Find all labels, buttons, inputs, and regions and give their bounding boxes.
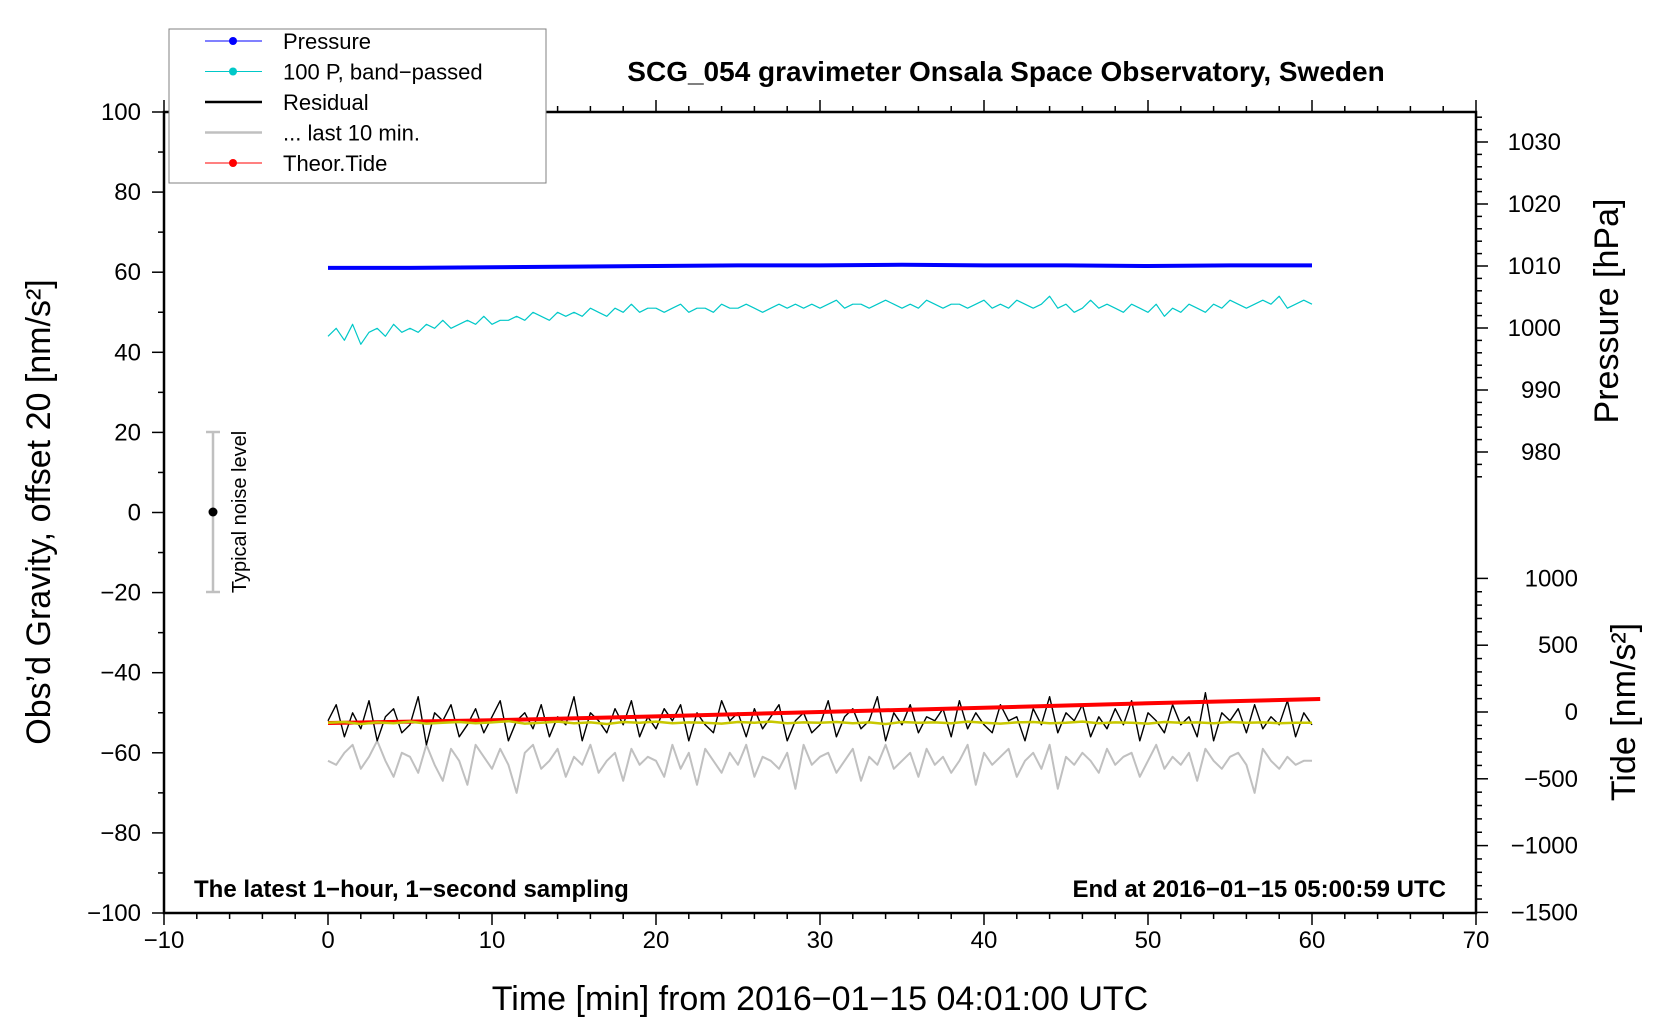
tide-tick-label: 1000 [1525, 565, 1578, 592]
y-tick-label: −100 [87, 900, 141, 927]
legend-marker [229, 37, 237, 45]
y-tick-label: −60 [100, 740, 141, 767]
legend-label: Residual [283, 90, 369, 115]
annotation-right: End at 2016−01−15 05:00:59 UTC [1072, 876, 1446, 903]
x-tick-label: 50 [1135, 927, 1162, 954]
legend-label: ... last 10 min. [283, 121, 420, 146]
series-last-10-min [327, 739, 1312, 794]
legend-label: Theor.Tide [283, 151, 387, 176]
y-tick-label: −20 [100, 580, 141, 607]
axis-ticks: −10 0 10 20 30 40 50 60 70−100−80−60−40−20020406… [87, 99, 1578, 954]
noise-center-dot [208, 507, 218, 517]
noise-label: Typical noise level [229, 431, 251, 593]
series-pressure [328, 262, 1312, 270]
series-layer [327, 262, 1321, 794]
legend-label: Pressure [283, 29, 371, 54]
noise-level-indicator: Typical noise level [206, 430, 251, 594]
legend-marker [229, 67, 237, 76]
legend-entry: ... last 10 min. [205, 121, 420, 146]
chart-title: SCG_054 gravimeter Onsala Space Observat… [627, 56, 1384, 87]
series-residual [327, 692, 1313, 746]
x-tick-label: 20 [643, 927, 670, 954]
y-tick-label: 100 [101, 99, 141, 126]
plot-frame [162, 110, 1478, 915]
y-tick-label: 40 [114, 339, 141, 366]
series-theor-tide [327, 697, 1321, 725]
tide-tick-label: −500 [1524, 766, 1578, 793]
legend-entry: Pressure [205, 29, 371, 54]
annotation-left: The latest 1−hour, 1−second sampling [194, 876, 629, 903]
legend-entry: Theor.Tide [205, 151, 387, 176]
tide-tick-label: −1000 [1511, 833, 1578, 860]
x-tick-label: 40 [971, 927, 998, 954]
tide-tick-label: 500 [1538, 632, 1578, 659]
pressure-tick-label: 980 [1521, 439, 1561, 466]
x-tick-label: 30 [807, 927, 834, 954]
series-100-p-band-passed [327, 295, 1313, 345]
legend-label: 100 P, band−passed [283, 60, 483, 85]
y-axis-label: Obs’d Gravity, offset 20 [nm/s²] [20, 279, 58, 744]
legend-entry: 100 P, band−passed [205, 60, 483, 85]
pressure-tick-label: 1020 [1508, 191, 1561, 218]
y-tick-label: 60 [114, 259, 141, 286]
pressure-tick-label: 990 [1521, 377, 1561, 404]
x-tick-label: 70 [1463, 927, 1490, 954]
x-tick-label: −10 [144, 927, 185, 954]
legend-entry: Residual [205, 90, 369, 115]
legend-marker [229, 159, 237, 167]
y-tick-label: −80 [100, 820, 141, 847]
x-tick-label: 0 [321, 927, 334, 954]
legend: Pressure 100 P, band−passed Residual ... la… [168, 28, 547, 184]
x-tick-label: 60 [1299, 927, 1326, 954]
series-residual-smoothed [327, 719, 1312, 726]
pressure-tick-label: 1010 [1508, 253, 1561, 280]
y-tick-label: 20 [114, 419, 141, 446]
tide-tick-label: 0 [1565, 699, 1578, 726]
x-tick-label: 10 [479, 927, 506, 954]
pressure-tick-label: 1030 [1508, 129, 1561, 156]
y-tick-label: −40 [100, 660, 141, 687]
x-axis-label: Time [min] from 2016−01−15 04:01:00 UTC [492, 980, 1148, 1018]
y-tick-label: 80 [114, 179, 141, 206]
pressure-tick-label: 1000 [1508, 315, 1561, 342]
pressure-axis-label: Pressure [hPa] [1588, 199, 1626, 424]
legend-box [168, 28, 547, 184]
y-tick-label: 0 [128, 500, 141, 527]
tide-tick-label: −1500 [1511, 899, 1578, 926]
tide-axis-label: Tide [nm/s²] [1605, 623, 1643, 801]
